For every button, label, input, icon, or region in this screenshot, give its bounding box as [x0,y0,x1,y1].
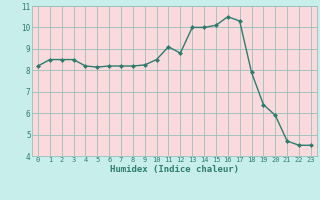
X-axis label: Humidex (Indice chaleur): Humidex (Indice chaleur) [110,165,239,174]
